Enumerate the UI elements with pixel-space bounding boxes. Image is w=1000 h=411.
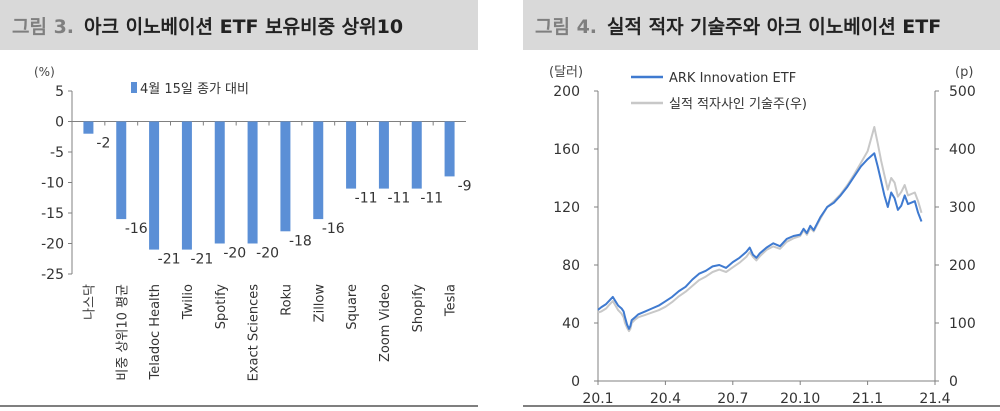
legend-label: ARK Innovation ETF	[669, 71, 796, 86]
bar	[346, 121, 357, 189]
bar-data-label: -9	[458, 178, 472, 194]
left-bottom-rule	[0, 405, 478, 407]
legend-label: 4월 15일 종가 대비	[140, 82, 249, 97]
x-tick-label: 21.4	[919, 391, 950, 407]
bar	[313, 121, 324, 220]
line-chart: (달러) (p) 0 40 80 120 160 200 0 100 200 300 400 500 20.…	[549, 65, 976, 407]
x-category-label: 비중 상위10 평균	[115, 284, 130, 381]
x-category-label: Tesla	[444, 284, 459, 317]
bar-data-label: -20	[223, 246, 246, 262]
left-title-bar: 그림 3. 아크 이노베이션 ETF 보유비중 상위10	[0, 0, 478, 50]
bar-data-label: -11	[387, 191, 410, 207]
bar	[83, 121, 94, 134]
series-line-ark-innovation-etf	[597, 152, 923, 330]
right-figure: 그림 4. 실적 적자 기술주와 아크 이노베이션 ETF (달러) (p) 0 40…	[523, 0, 1000, 411]
left-y-tick-label: 40	[562, 316, 580, 332]
left-y-tick-label: 0	[571, 374, 580, 390]
right-bottom-rule	[523, 405, 1000, 407]
left-figure-title: 아크 이노베이션 ETF 보유비중 상위10	[84, 15, 404, 38]
bar	[214, 121, 225, 244]
right-figure-title: 실적 적자 기술주와 아크 이노베이션 ETF	[607, 15, 942, 38]
y-tick-label: -20	[41, 237, 64, 253]
x-category-label: Zillow	[312, 284, 327, 323]
x-category-label: Spotify	[214, 284, 229, 330]
bar-data-label: -18	[289, 233, 312, 249]
bar	[280, 121, 291, 232]
right-y-tick-label: 300	[949, 200, 976, 216]
right-y-tick-label: 500	[949, 84, 976, 100]
x-category-label: 나스닥	[82, 284, 97, 320]
series-line-loss-making-tech	[597, 126, 923, 333]
y-tick-label: -15	[41, 206, 64, 222]
x-category-label: Square	[345, 284, 360, 330]
bar-data-label: -21	[158, 252, 181, 268]
x-category-label: Shopify	[411, 284, 426, 333]
bar-data-label: -21	[190, 252, 213, 268]
left-y-tick-label: 160	[553, 142, 580, 158]
bar-chart: (%)5 0 -5 -10 -15 -20 -25 4월 15일 종가 대비 -2 나스닥 -16 비…	[34, 65, 472, 382]
bar	[411, 121, 422, 189]
bar-data-label: -20	[256, 246, 279, 262]
x-tick-label: 20.4	[650, 391, 681, 407]
bar-data-label: -16	[125, 221, 148, 237]
bar	[116, 121, 127, 220]
bar-data-label: -11	[420, 191, 443, 207]
x-category-label: Teladoc Health	[148, 284, 163, 380]
x-tick-label: 20.7	[717, 391, 748, 407]
right-axis-unit: (p)	[955, 65, 973, 80]
bar-data-label: -2	[96, 136, 110, 152]
right-y-tick-label: 100	[949, 316, 976, 332]
x-tick-label: 21.1	[852, 391, 883, 407]
y-axis-unit: (%)	[34, 65, 55, 79]
left-y-tick-label: 200	[553, 84, 580, 100]
legend-swatch	[131, 82, 137, 93]
right-figure-number: 그림 4.	[535, 15, 598, 38]
y-tick-label: -5	[50, 145, 64, 161]
bar-data-label: -11	[355, 191, 378, 207]
left-y-tick-label: 80	[562, 258, 580, 274]
x-tick-label: 20.10	[780, 391, 820, 407]
y-tick-label: 0	[55, 115, 64, 131]
y-tick-label: -25	[41, 267, 64, 283]
left-figure: 그림 3. 아크 이노베이션 ETF 보유비중 상위10 (%) 5 0 -5 -10 -…	[0, 0, 478, 411]
right-title-bar: 그림 4. 실적 적자 기술주와 아크 이노베이션 ETF	[523, 0, 1000, 50]
bar	[181, 121, 192, 250]
bar	[444, 121, 455, 177]
y-tick-label: -10	[41, 176, 64, 192]
x-category-label: Exact Sciences	[247, 284, 262, 382]
bar	[247, 121, 258, 244]
x-category-label: Roku	[279, 284, 294, 316]
x-tick-label: 20.1	[582, 391, 613, 407]
right-y-tick-label: 400	[949, 142, 976, 158]
bar-data-label: -16	[322, 221, 345, 237]
left-y-tick-label: 120	[553, 200, 580, 216]
x-category-label: Zoom Video	[378, 284, 393, 362]
left-figure-number: 그림 3.	[12, 15, 75, 38]
bar	[378, 121, 389, 189]
right-y-tick-label: 0	[949, 374, 958, 390]
left-axis-unit: (달러)	[549, 65, 583, 80]
x-category-label: Twilio	[181, 284, 196, 320]
y-tick-label: 5	[55, 84, 64, 100]
right-y-tick-label: 200	[949, 258, 976, 274]
legend-label: 실적 적자사인 기술주(우)	[669, 97, 807, 112]
bar	[149, 121, 160, 250]
